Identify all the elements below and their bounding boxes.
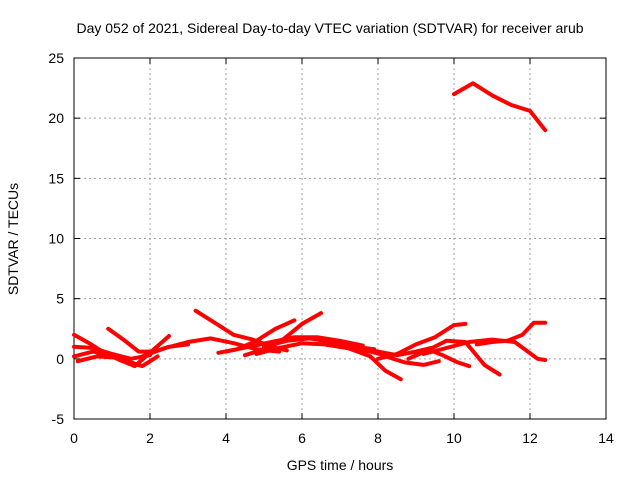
y-axis-label: SDTVAR / TECUs: [5, 183, 21, 295]
series-line-track-t: [474, 320, 548, 347]
x-tick-label: 8: [374, 430, 382, 446]
axis-ticks: [73, 57, 607, 420]
series-line-track-m: [322, 342, 403, 382]
y-tick-label: 10: [48, 231, 64, 247]
y-tick-label: 20: [48, 110, 64, 126]
x-tick-label: 12: [522, 430, 538, 446]
series-line-track-d: [72, 344, 152, 361]
grid-lines: [74, 58, 606, 419]
x-tick-label: 10: [446, 430, 462, 446]
series-line-track-j: [224, 335, 365, 354]
series-line-track-o: [376, 321, 468, 361]
x-tick-label: 14: [598, 430, 614, 446]
x-tick-label: 2: [146, 430, 154, 446]
x-tick-label: 6: [298, 430, 306, 446]
x-axis-label: GPS time / hours: [287, 457, 394, 473]
series-line-track-p: [383, 354, 441, 367]
series-line-track-u: [452, 81, 548, 133]
y-tick-label: 0: [56, 351, 64, 367]
series-line-track-s: [421, 337, 548, 362]
y-tick-label: 5: [56, 291, 64, 307]
x-tick-labels: 0 2 4 6 8 10 12 14: [70, 430, 614, 446]
series-line-track-c: [75, 354, 137, 366]
data-series: [72, 81, 548, 382]
y-tick-label: 15: [48, 170, 64, 186]
y-tick-label: -5: [52, 411, 65, 427]
x-tick-label: 4: [222, 430, 230, 446]
y-tick-label: 25: [48, 50, 64, 66]
y-tick-labels: -5 0 5 10 15 20 25: [48, 50, 64, 427]
series-line-track-f: [140, 336, 282, 359]
chart-title: Day 052 of 2021, Sidereal Day-to-day VTE…: [76, 20, 583, 36]
x-tick-label: 0: [70, 430, 78, 446]
